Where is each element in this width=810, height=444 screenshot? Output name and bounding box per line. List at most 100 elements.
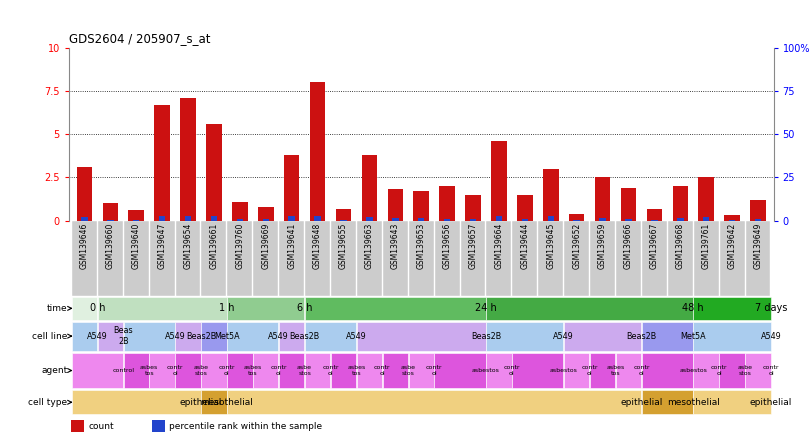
Bar — [642, 353, 693, 388]
Text: GSM139760: GSM139760 — [236, 223, 245, 270]
Text: GSM139654: GSM139654 — [184, 223, 193, 270]
Bar — [181, 98, 196, 221]
Text: asbe
stos: asbe stos — [401, 365, 416, 376]
Text: asbes
tos: asbes tos — [140, 365, 158, 376]
Text: GSM139667: GSM139667 — [650, 223, 659, 270]
Bar — [745, 221, 770, 296]
Text: contr
ol: contr ol — [219, 365, 235, 376]
Text: Beas2B: Beas2B — [289, 332, 320, 341]
Bar — [124, 221, 149, 296]
Bar — [698, 178, 714, 221]
Text: A549: A549 — [553, 332, 574, 341]
Text: asbe
stos: asbe stos — [194, 365, 208, 376]
Bar — [729, 220, 735, 221]
Text: asbes
tos: asbes tos — [607, 365, 625, 376]
Bar — [745, 353, 770, 388]
Bar — [486, 297, 693, 320]
Bar — [361, 155, 377, 221]
Text: 6 h: 6 h — [296, 303, 313, 313]
Bar — [548, 216, 554, 221]
Bar — [513, 221, 537, 296]
Bar — [98, 321, 123, 351]
Text: asbestos: asbestos — [472, 368, 500, 373]
Text: GSM139657: GSM139657 — [468, 223, 478, 270]
Bar — [496, 216, 502, 221]
Bar — [279, 221, 304, 296]
Bar — [176, 221, 200, 296]
Text: contr
ol: contr ol — [711, 365, 727, 376]
Bar — [202, 221, 226, 296]
Text: GSM139656: GSM139656 — [442, 223, 452, 270]
Text: GSM139668: GSM139668 — [676, 223, 684, 269]
Bar — [569, 214, 585, 221]
Bar — [435, 221, 459, 296]
Bar — [133, 220, 139, 221]
Text: 24 h: 24 h — [475, 303, 497, 313]
Bar — [382, 353, 408, 388]
Bar — [599, 218, 606, 221]
Text: Met5A: Met5A — [214, 332, 240, 341]
Text: control: control — [113, 368, 134, 373]
Bar — [356, 321, 486, 351]
Bar — [103, 203, 118, 221]
Bar — [491, 141, 507, 221]
Text: GSM139661: GSM139661 — [210, 223, 219, 269]
Bar — [314, 216, 321, 221]
Bar — [565, 221, 589, 296]
Bar — [335, 209, 352, 221]
Bar — [590, 221, 615, 296]
Text: contr
ol: contr ol — [763, 365, 779, 376]
Bar — [573, 220, 580, 221]
Text: 0 h: 0 h — [90, 303, 105, 313]
Text: 48 h: 48 h — [682, 303, 704, 313]
Bar — [201, 353, 227, 388]
Text: GSM139663: GSM139663 — [364, 223, 374, 270]
Bar — [672, 186, 688, 221]
Bar — [175, 321, 201, 351]
Text: GSM139652: GSM139652 — [572, 223, 581, 269]
Text: A549: A549 — [268, 332, 289, 341]
Text: asbe
stos: asbe stos — [297, 365, 312, 376]
Text: GSM139641: GSM139641 — [288, 223, 296, 269]
Bar — [677, 218, 684, 221]
Bar — [693, 221, 718, 296]
Bar — [284, 155, 300, 221]
Bar — [149, 353, 175, 388]
Text: contr
ol: contr ol — [426, 365, 442, 376]
Bar — [418, 218, 424, 221]
Bar — [305, 321, 356, 351]
Bar — [72, 321, 97, 351]
Text: percentile rank within the sample: percentile rank within the sample — [168, 422, 322, 431]
Bar — [461, 221, 485, 296]
Bar — [151, 420, 164, 432]
Text: GSM139655: GSM139655 — [339, 223, 348, 270]
Bar — [383, 221, 407, 296]
Bar — [564, 321, 642, 351]
Bar — [646, 209, 662, 221]
Text: GSM139669: GSM139669 — [262, 223, 271, 270]
Text: GSM139647: GSM139647 — [158, 223, 167, 270]
Bar — [595, 178, 610, 221]
Bar — [331, 221, 356, 296]
Text: GSM139648: GSM139648 — [313, 223, 322, 269]
Bar — [356, 353, 382, 388]
Bar — [72, 390, 201, 414]
Text: asbe
stos: asbe stos — [738, 365, 752, 376]
Bar — [279, 353, 305, 388]
Text: epithelial: epithelial — [620, 398, 663, 407]
Text: GSM139761: GSM139761 — [701, 223, 710, 269]
Text: contr
ol: contr ol — [167, 365, 183, 376]
Bar — [719, 353, 744, 388]
Bar — [232, 202, 248, 221]
Bar — [590, 353, 616, 388]
Bar — [408, 353, 434, 388]
Text: GSM139653: GSM139653 — [416, 223, 426, 270]
Text: GSM139643: GSM139643 — [390, 223, 400, 270]
Text: contr
ol: contr ol — [582, 365, 598, 376]
Bar — [470, 219, 476, 221]
Text: agent: agent — [41, 366, 67, 375]
Text: GSM139646: GSM139646 — [80, 223, 89, 270]
Bar — [512, 353, 564, 388]
Text: cell line: cell line — [32, 332, 67, 341]
Text: mesothelial: mesothelial — [667, 398, 719, 407]
